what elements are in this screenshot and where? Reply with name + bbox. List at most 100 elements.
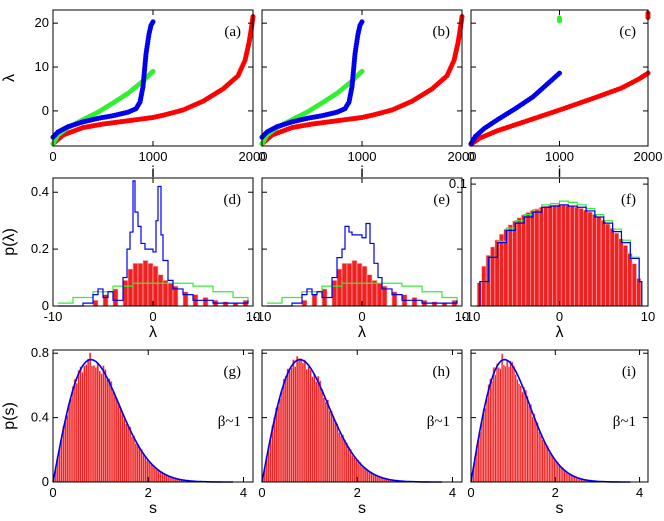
histogram-bar — [167, 282, 174, 307]
histogram-bar — [292, 359, 295, 483]
panel-b: 0 1000 2000 i (b) — [258, 9, 476, 181]
histogram-bar — [301, 362, 305, 483]
y-tick-label: 0 — [42, 474, 49, 489]
histogram-bar — [512, 365, 516, 483]
x-tick-label: 10 — [455, 309, 469, 324]
x-tick-label: -10 — [44, 309, 63, 324]
series-blue-point — [556, 70, 563, 76]
histogram-bar — [368, 471, 371, 483]
histogram-bar — [362, 467, 366, 483]
series-blue-line — [58, 180, 249, 307]
x-axis-label: i — [558, 164, 562, 181]
y-axis-label: p(s) — [1, 402, 18, 430]
histogram-bar — [556, 462, 559, 483]
histogram-bar — [276, 405, 280, 483]
histogram-bar — [516, 379, 519, 483]
histogram-bar — [320, 389, 324, 483]
x-tick-label: 0 — [49, 149, 56, 164]
histogram-bar — [106, 379, 109, 483]
histogram-bar — [477, 439, 480, 483]
histogram-bar — [98, 370, 101, 483]
histogram-bar — [90, 365, 94, 483]
histogram-bar — [102, 365, 105, 483]
histogram-bar — [563, 469, 566, 483]
histogram-bar — [307, 366, 310, 483]
histogram-bar — [484, 407, 487, 483]
histogram-bar — [360, 466, 364, 483]
series-blue-line — [477, 204, 643, 307]
series-blue-point — [359, 19, 365, 25]
plot-frame — [261, 349, 463, 483]
histogram-bar — [479, 431, 482, 483]
histogram-bar — [529, 404, 532, 483]
y-tick-label: 0 — [42, 298, 49, 313]
panel-c: 0 1000 2000 i (c) — [467, 9, 662, 181]
series-blue-point — [150, 19, 156, 25]
x-tick-label: -10 — [462, 309, 481, 324]
histogram-bar — [313, 374, 316, 483]
histogram-bar — [107, 378, 111, 483]
histogram-bar — [303, 359, 307, 483]
histogram-bar — [152, 265, 159, 307]
x-tick-label: 1000 — [348, 149, 377, 164]
histogram-bar — [138, 448, 141, 483]
histogram-bar — [75, 382, 79, 483]
histogram-bar — [336, 268, 343, 307]
histogram-bar — [96, 363, 99, 483]
histogram-bar — [514, 374, 517, 483]
histogram-bar — [558, 465, 561, 483]
x-tick-label: 0 — [556, 309, 563, 324]
series-green-point — [359, 68, 365, 74]
x-tick-label: 2 — [552, 485, 559, 500]
histogram-bar — [280, 390, 284, 483]
histogram-bar — [128, 426, 132, 483]
histogram-bar — [497, 367, 500, 483]
x-axis-label: s — [556, 500, 564, 517]
x-tick-label: 0 — [358, 309, 365, 324]
histogram-bar — [546, 446, 549, 483]
histogram-bar — [64, 421, 67, 483]
x-axis-label: i — [151, 164, 155, 181]
panel-label: (h) — [433, 364, 451, 380]
series-green-point — [150, 68, 156, 74]
histogram-bar — [117, 402, 120, 483]
histogram-bar — [326, 399, 329, 483]
histogram-bar — [288, 370, 291, 483]
histogram-bar — [155, 469, 159, 483]
histogram-bar — [482, 408, 485, 483]
x-tick-label: 0 — [149, 309, 156, 324]
histogram-bar — [374, 475, 377, 483]
histogram-bar — [490, 381, 494, 483]
x-axis-label: s — [358, 500, 366, 517]
histogram-bar — [311, 376, 314, 483]
histogram-bar — [182, 291, 189, 307]
panel-e: -10 0 10 λ (e) — [253, 177, 469, 341]
x-tick-label: 0 — [258, 149, 265, 164]
histogram-bar — [151, 464, 155, 483]
histogram-bar — [536, 422, 539, 483]
y-tick-label: 0.1 — [449, 176, 467, 191]
histogram-bar — [157, 274, 164, 307]
histogram-bar — [331, 280, 338, 307]
histogram-bar — [315, 381, 318, 483]
histogram-bar — [636, 278, 642, 307]
histogram-bar — [512, 220, 518, 307]
histogram-bar — [324, 401, 328, 483]
histogram-bar — [366, 469, 369, 483]
histogram-bar — [516, 217, 522, 307]
y-tick-label: 0.2 — [31, 241, 49, 256]
beta-annotation: β~1 — [613, 414, 636, 430]
histogram-bar — [159, 471, 162, 483]
panel-d: -10 0 1000.20.4λp(λ)(d) — [1, 177, 260, 341]
x-axis-label: λ — [149, 324, 157, 341]
x-tick-label: 0 — [467, 485, 474, 500]
panel-f: -10 0 10 0.1 λ (f) — [449, 176, 655, 341]
histogram-bar — [222, 301, 229, 307]
series-green-point — [556, 15, 563, 21]
histogram-bar — [88, 352, 92, 483]
panel-label: (b) — [433, 24, 451, 40]
histogram-bar — [121, 413, 124, 483]
y-tick-label: 0 — [42, 103, 49, 118]
histogram-bar — [311, 294, 318, 307]
histogram-bar — [328, 410, 331, 483]
